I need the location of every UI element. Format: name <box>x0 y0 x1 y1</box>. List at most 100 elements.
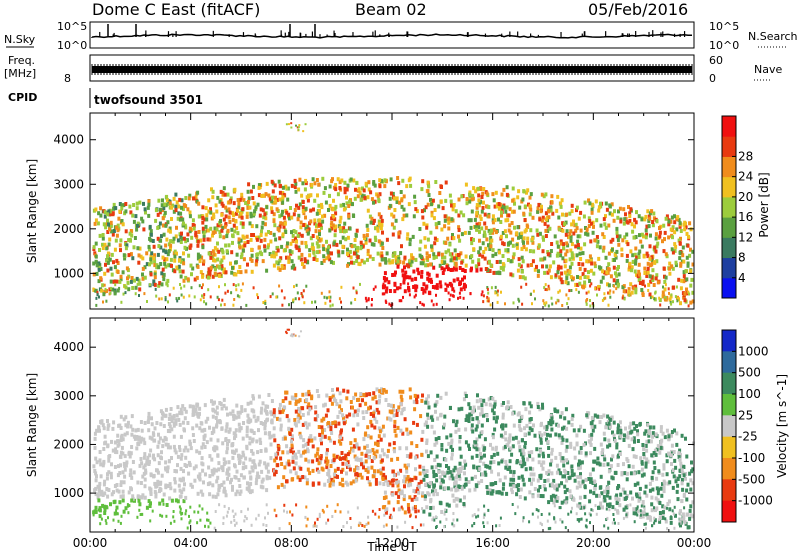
heatmap-cell <box>590 261 594 266</box>
heatmap-cell <box>341 235 345 240</box>
heatmap-cell <box>170 419 174 424</box>
heatmap-cell <box>296 126 299 129</box>
heatmap-cell <box>567 235 571 240</box>
heatmap-cell <box>374 285 377 289</box>
heatmap-cell <box>160 203 164 208</box>
heatmap-cell <box>563 474 567 479</box>
heatmap-cell <box>112 202 116 207</box>
heatmap-cell <box>530 263 533 267</box>
heatmap-cell <box>543 286 546 290</box>
heatmap-cell <box>154 287 157 291</box>
heatmap-cell <box>627 464 631 469</box>
heatmap-cell <box>423 244 427 249</box>
heatmap-cell <box>341 483 345 488</box>
heatmap-cell <box>118 243 122 248</box>
heatmap-cell <box>439 199 443 204</box>
heatmap-cell <box>342 202 345 207</box>
heatmap-cell <box>217 298 220 302</box>
freq-label: Freq. <box>8 54 35 67</box>
heatmap-cell <box>355 291 358 295</box>
heatmap-cell <box>373 416 377 421</box>
heatmap-cell <box>285 255 288 260</box>
heatmap-cell <box>592 224 595 229</box>
heatmap-cell <box>255 237 259 242</box>
heatmap-cell <box>297 255 301 260</box>
heatmap-cell <box>105 299 108 303</box>
heatmap-cell <box>276 266 280 271</box>
heatmap-cell <box>124 291 127 295</box>
heatmap-cell <box>233 436 236 441</box>
heatmap-cell <box>170 205 174 210</box>
heatmap-cell <box>583 485 587 490</box>
heatmap-cell <box>158 207 162 212</box>
heatmap-cell <box>100 288 104 293</box>
heatmap-cell <box>446 486 450 491</box>
heatmap-cell <box>99 206 103 211</box>
heatmap-cell <box>664 252 668 257</box>
heatmap-cell <box>597 208 601 213</box>
heatmap-cell <box>139 495 143 500</box>
heatmap-cell <box>114 447 118 452</box>
heatmap-cell <box>219 189 223 194</box>
heatmap-cell <box>225 446 229 451</box>
heatmap-cell <box>184 196 188 200</box>
heatmap-cell <box>465 197 469 201</box>
heatmap-cell <box>269 442 273 447</box>
heatmap-cell <box>199 298 202 302</box>
heatmap-cell <box>527 450 531 455</box>
heatmap-cell <box>583 275 587 279</box>
heatmap-cell <box>353 238 357 242</box>
heatmap-cell <box>493 404 496 409</box>
heatmap-cell <box>212 470 216 475</box>
heatmap-cell <box>314 410 318 415</box>
heatmap-cell <box>528 454 532 459</box>
heatmap-cell <box>109 286 112 290</box>
heatmap-cell <box>475 205 479 210</box>
heatmap-cell <box>267 193 271 198</box>
heatmap-cell <box>129 252 133 257</box>
heatmap-cell <box>467 415 471 420</box>
heatmap-cell <box>588 499 592 504</box>
heatmap-cell <box>281 200 285 205</box>
heatmap-cell <box>365 444 369 449</box>
heatmap-cell <box>144 210 147 215</box>
heatmap-cell <box>522 240 525 245</box>
heatmap-cell <box>141 256 145 261</box>
heatmap-cell <box>511 255 515 260</box>
heatmap-cell <box>674 244 678 249</box>
heatmap-cell <box>401 217 405 222</box>
heatmap-cell <box>281 399 285 403</box>
heatmap-cell <box>234 492 238 497</box>
heatmap-cell <box>655 476 659 481</box>
heatmap-cell <box>665 459 669 464</box>
heatmap-cell <box>333 206 337 211</box>
heatmap-cell <box>528 426 532 431</box>
heatmap-cell <box>114 450 118 454</box>
heatmap-cell <box>272 433 276 438</box>
heatmap-cell <box>129 229 133 233</box>
heatmap-cell <box>652 425 656 430</box>
heatmap-cell <box>560 458 563 463</box>
heatmap-cell <box>433 442 437 447</box>
heatmap-cell <box>601 269 605 274</box>
heatmap-cell <box>211 254 215 259</box>
heatmap-cell <box>398 259 402 264</box>
heatmap-cell <box>673 220 677 225</box>
heatmap-cell <box>173 258 177 263</box>
heatmap-cell <box>217 273 221 278</box>
heatmap-cell <box>480 407 484 412</box>
heatmap-cell <box>520 414 524 419</box>
heatmap-cell <box>526 188 530 193</box>
heatmap-cell <box>649 279 653 284</box>
heatmap-cell <box>519 428 523 433</box>
heatmap-cell <box>405 446 409 451</box>
heatmap-cell <box>123 454 127 459</box>
heatmap-cell <box>565 276 569 281</box>
heatmap-cell <box>163 435 167 440</box>
heatmap-cell <box>691 299 695 304</box>
heatmap-cell <box>470 476 474 481</box>
heatmap-cell <box>568 265 572 270</box>
heatmap-cell <box>321 176 325 181</box>
heatmap-cell <box>617 423 620 428</box>
heatmap-cell <box>663 287 667 292</box>
